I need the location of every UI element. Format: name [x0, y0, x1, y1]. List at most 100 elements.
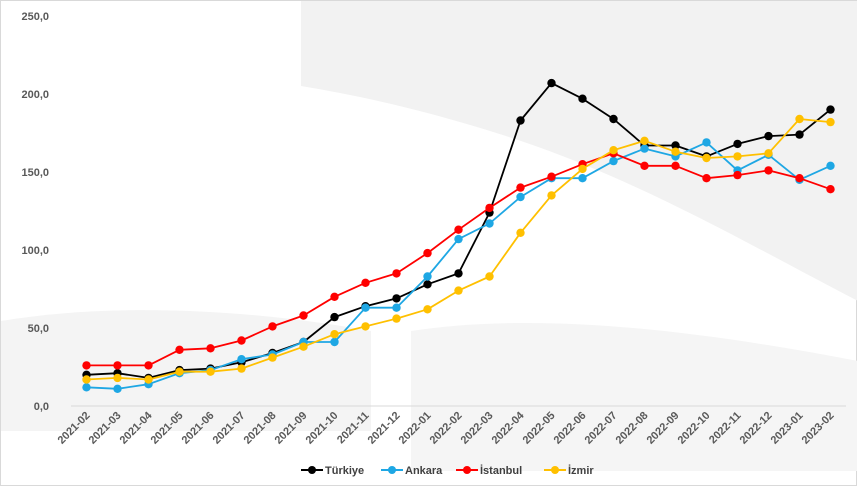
data-point: [547, 191, 556, 200]
data-point: [392, 294, 401, 303]
background-watermark: [1, 1, 857, 471]
data-point: [175, 345, 184, 354]
data-point: [237, 355, 246, 364]
data-point: [361, 303, 370, 312]
data-point: [485, 219, 494, 228]
series-2: [82, 149, 835, 370]
legend-label: İstanbul: [480, 464, 522, 477]
data-point: [454, 286, 463, 295]
data-point: [826, 185, 835, 194]
data-point: [392, 269, 401, 278]
data-point: [82, 375, 91, 384]
data-point: [702, 174, 711, 183]
y-tick-label: 250,0: [21, 11, 49, 23]
data-point: [671, 141, 680, 150]
data-point: [330, 312, 339, 322]
data-point: [330, 292, 339, 301]
y-tick-label: 50,0: [28, 323, 49, 335]
data-point: [764, 166, 773, 175]
data-point: [82, 383, 91, 392]
legend-item: İzmir: [544, 464, 594, 477]
data-point: [826, 105, 835, 114]
data-point: [547, 172, 556, 181]
data-point: [299, 311, 308, 320]
data-point: [392, 303, 401, 312]
data-point: [113, 384, 122, 393]
data-point: [113, 361, 122, 370]
y-tick-label: 0,0: [34, 401, 49, 413]
data-point: [175, 367, 184, 376]
legend-item: Ankara: [381, 465, 443, 477]
data-point: [578, 164, 587, 174]
legend-item: İstanbul: [456, 464, 522, 477]
data-point: [640, 161, 649, 170]
data-point: [733, 139, 742, 149]
data-point: [361, 322, 370, 331]
data-point: [547, 78, 556, 88]
data-point: [361, 278, 370, 287]
data-point: [733, 170, 742, 180]
data-point: [826, 117, 835, 127]
legend-marker: [388, 466, 396, 474]
data-point: [671, 161, 680, 170]
legend-label: Türkiye: [325, 465, 364, 477]
data-point: [237, 364, 246, 373]
data-point: [454, 225, 463, 234]
data-point: [578, 174, 587, 183]
legend-marker: [463, 466, 471, 474]
legend-marker: [551, 466, 559, 474]
data-point: [237, 336, 246, 345]
data-point: [144, 361, 153, 370]
data-point: [764, 131, 773, 141]
data-point: [671, 147, 680, 156]
data-point: [516, 228, 525, 237]
y-tick-label: 200,0: [21, 89, 49, 101]
data-point: [454, 234, 463, 244]
y-tick-label: 150,0: [21, 167, 49, 179]
data-point: [299, 342, 308, 351]
data-point: [795, 114, 804, 124]
data-point: [516, 192, 525, 202]
legend-label: Ankara: [405, 465, 443, 477]
data-point: [795, 130, 804, 139]
x-tick-label: 2021-12: [366, 410, 403, 447]
data-point: [733, 152, 742, 161]
data-point: [640, 144, 649, 153]
data-point: [268, 353, 277, 362]
data-point: [330, 337, 339, 347]
data-point: [392, 314, 401, 323]
data-point: [423, 305, 432, 314]
data-point: [485, 203, 494, 213]
legend-label: İzmir: [568, 464, 594, 477]
legend-marker: [308, 466, 316, 474]
data-point: [423, 272, 432, 281]
series-3: [82, 114, 835, 384]
data-point: [702, 153, 711, 163]
y-axis: 0,0 50,0 100,0 150,0 200,0 250,0: [21, 11, 49, 413]
data-point: [795, 174, 804, 183]
data-point: [113, 373, 122, 383]
data-point: [609, 146, 618, 155]
data-point: [268, 322, 277, 331]
data-point: [330, 330, 339, 339]
data-point: [609, 156, 618, 166]
data-point: [82, 361, 91, 370]
series-lines: [82, 78, 835, 393]
data-point: [423, 280, 432, 289]
data-point: [516, 183, 525, 192]
data-point: [206, 344, 215, 353]
data-point: [516, 116, 525, 125]
data-point: [485, 272, 494, 281]
data-point: [609, 114, 618, 124]
data-point: [206, 367, 215, 376]
data-point: [764, 149, 773, 158]
y-tick-label: 100,0: [21, 245, 49, 257]
data-point: [144, 375, 153, 384]
data-point: [454, 269, 463, 278]
legend-item: Türkiye: [301, 465, 364, 477]
legend: Türkiye Ankara İstanbul İzmir: [301, 464, 594, 477]
data-point: [702, 138, 711, 147]
data-point: [578, 94, 587, 103]
